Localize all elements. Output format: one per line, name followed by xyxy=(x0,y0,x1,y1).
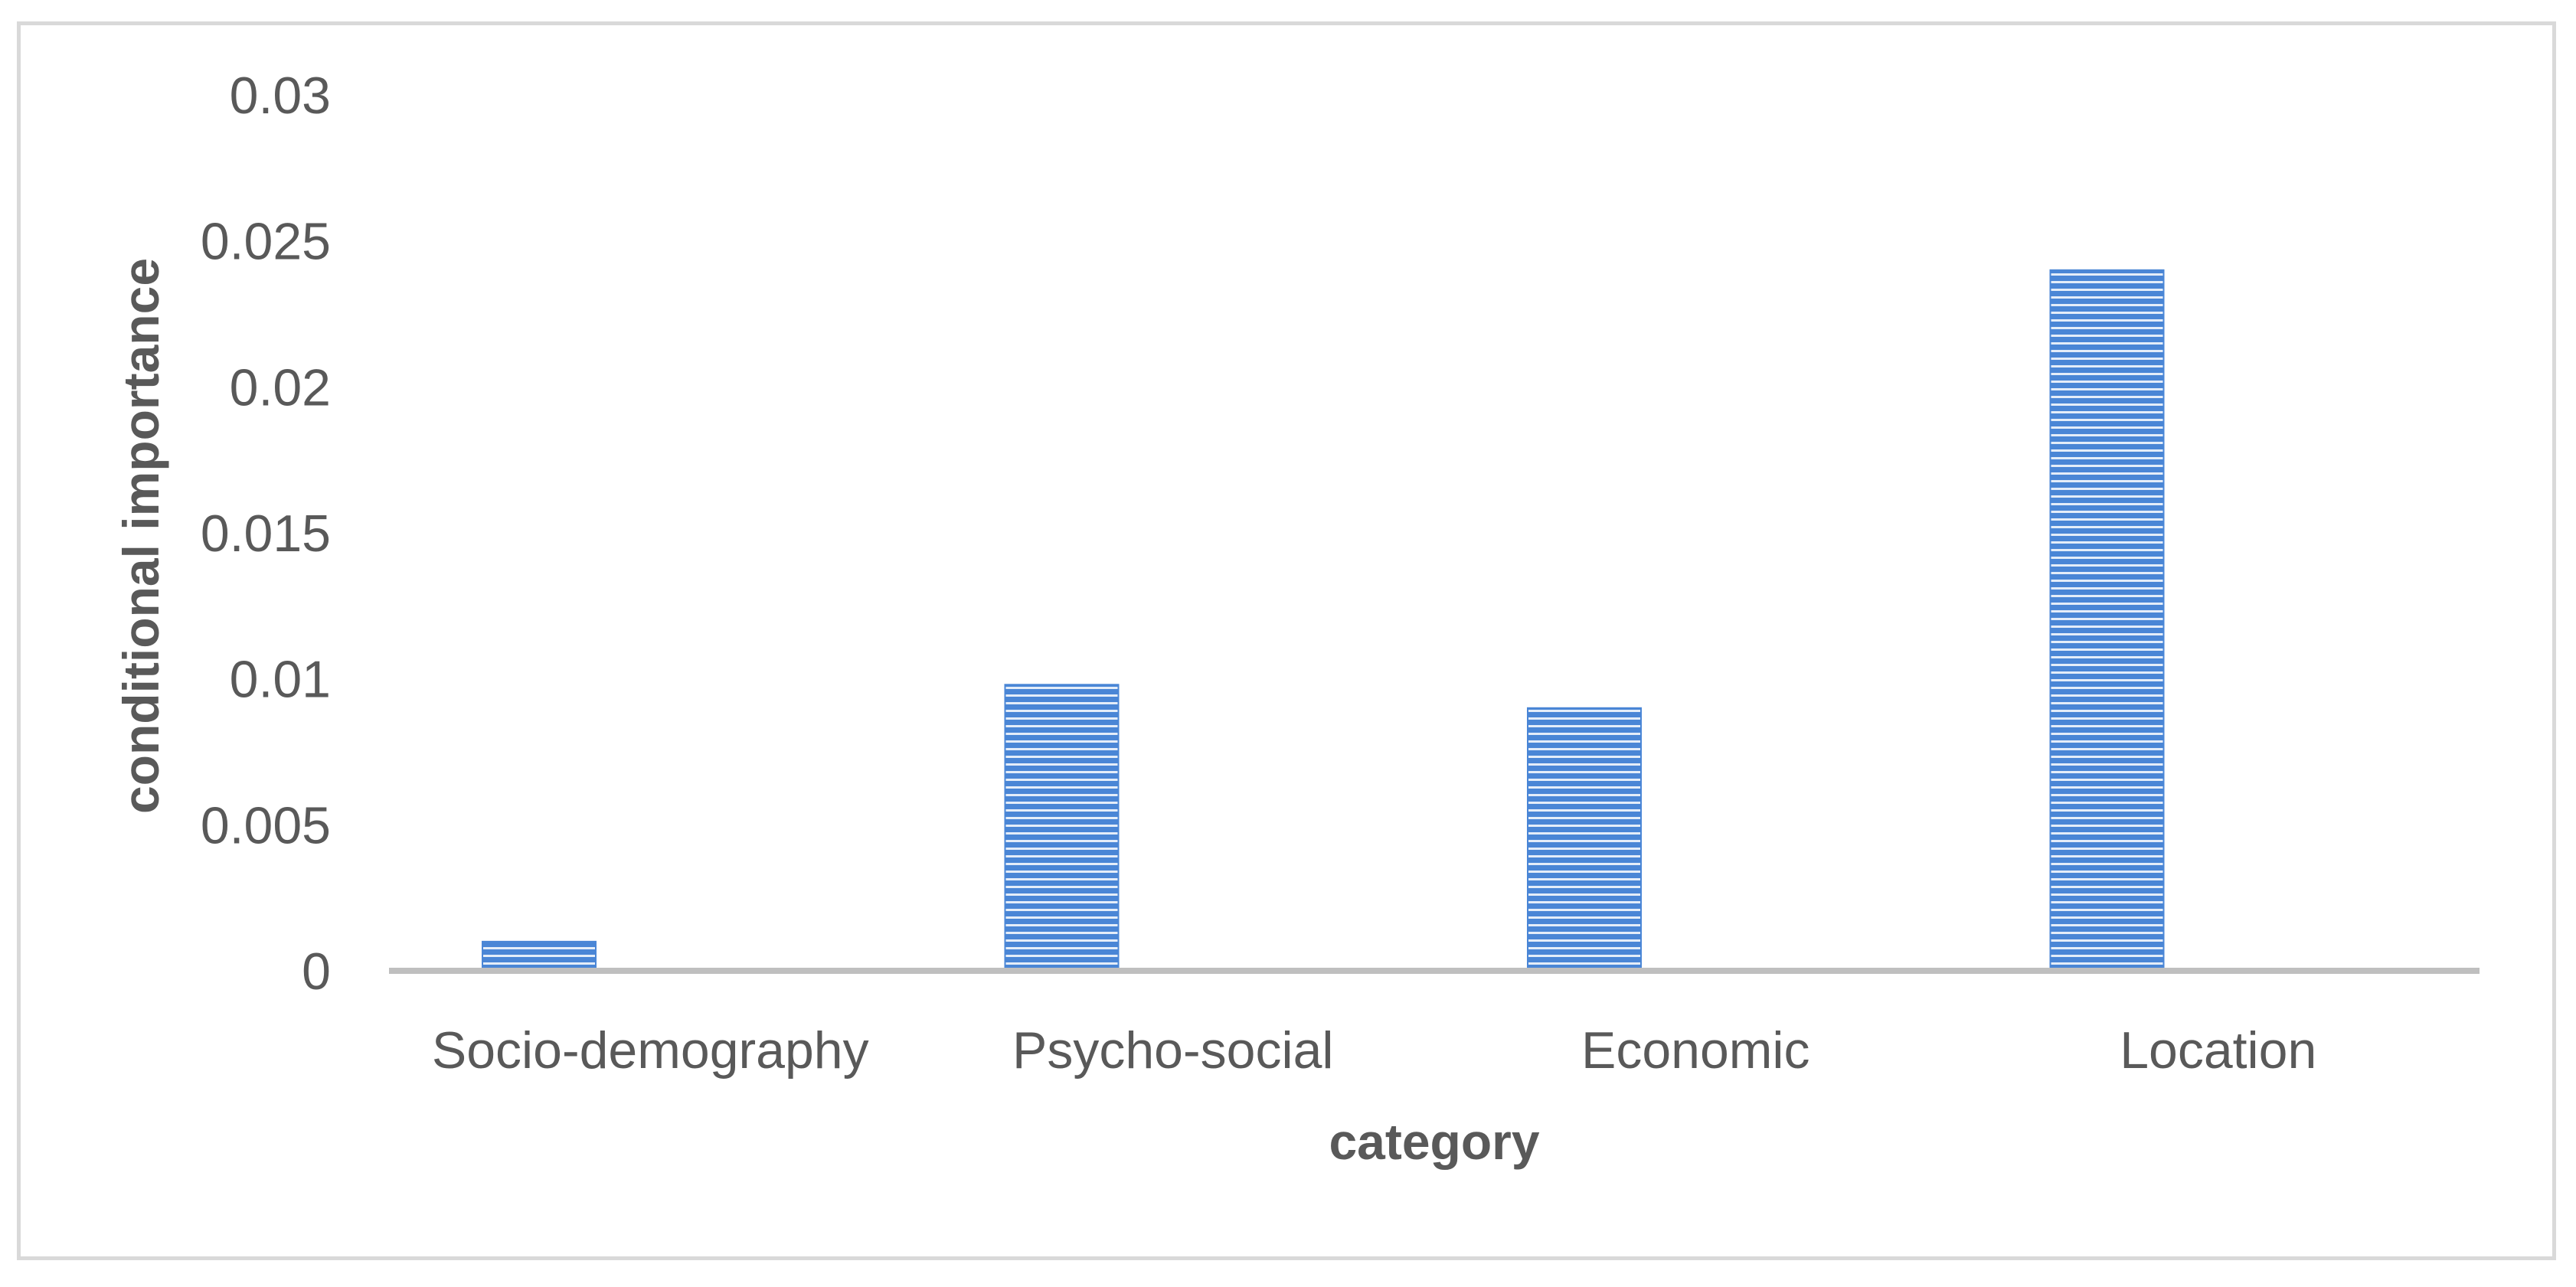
y-tick-label: 0 xyxy=(302,942,331,1001)
x-tick-label: Psycho-social xyxy=(1012,1021,1334,1080)
bar-psycho-social xyxy=(1004,684,1120,972)
bars-group xyxy=(482,269,2165,972)
bar-economic xyxy=(1527,707,1642,972)
x-tick-label: Economic xyxy=(1581,1021,1810,1080)
y-tick-label: 0.005 xyxy=(201,796,331,854)
y-axis-title: conditional importance xyxy=(113,258,169,814)
y-tick-label: 0.025 xyxy=(201,213,331,271)
bar-location xyxy=(2049,269,2165,972)
y-tick-label: 0.01 xyxy=(230,651,331,709)
bar-socio-demography xyxy=(482,940,597,972)
y-tick-label: 0.02 xyxy=(230,358,331,416)
y-tick-label: 0.015 xyxy=(201,505,331,563)
x-tick-labels: Socio-demography Psycho-social Economic Loc… xyxy=(432,1021,2316,1080)
x-tick-label: Socio-demography xyxy=(432,1021,869,1080)
x-tick-label: Location xyxy=(2120,1021,2316,1080)
y-tick-label: 0.03 xyxy=(230,67,331,125)
x-axis-title: category xyxy=(1329,1113,1539,1170)
y-tick-labels: 0 0.005 0.01 0.015 0.02 0.025 0.03 xyxy=(201,67,331,1001)
